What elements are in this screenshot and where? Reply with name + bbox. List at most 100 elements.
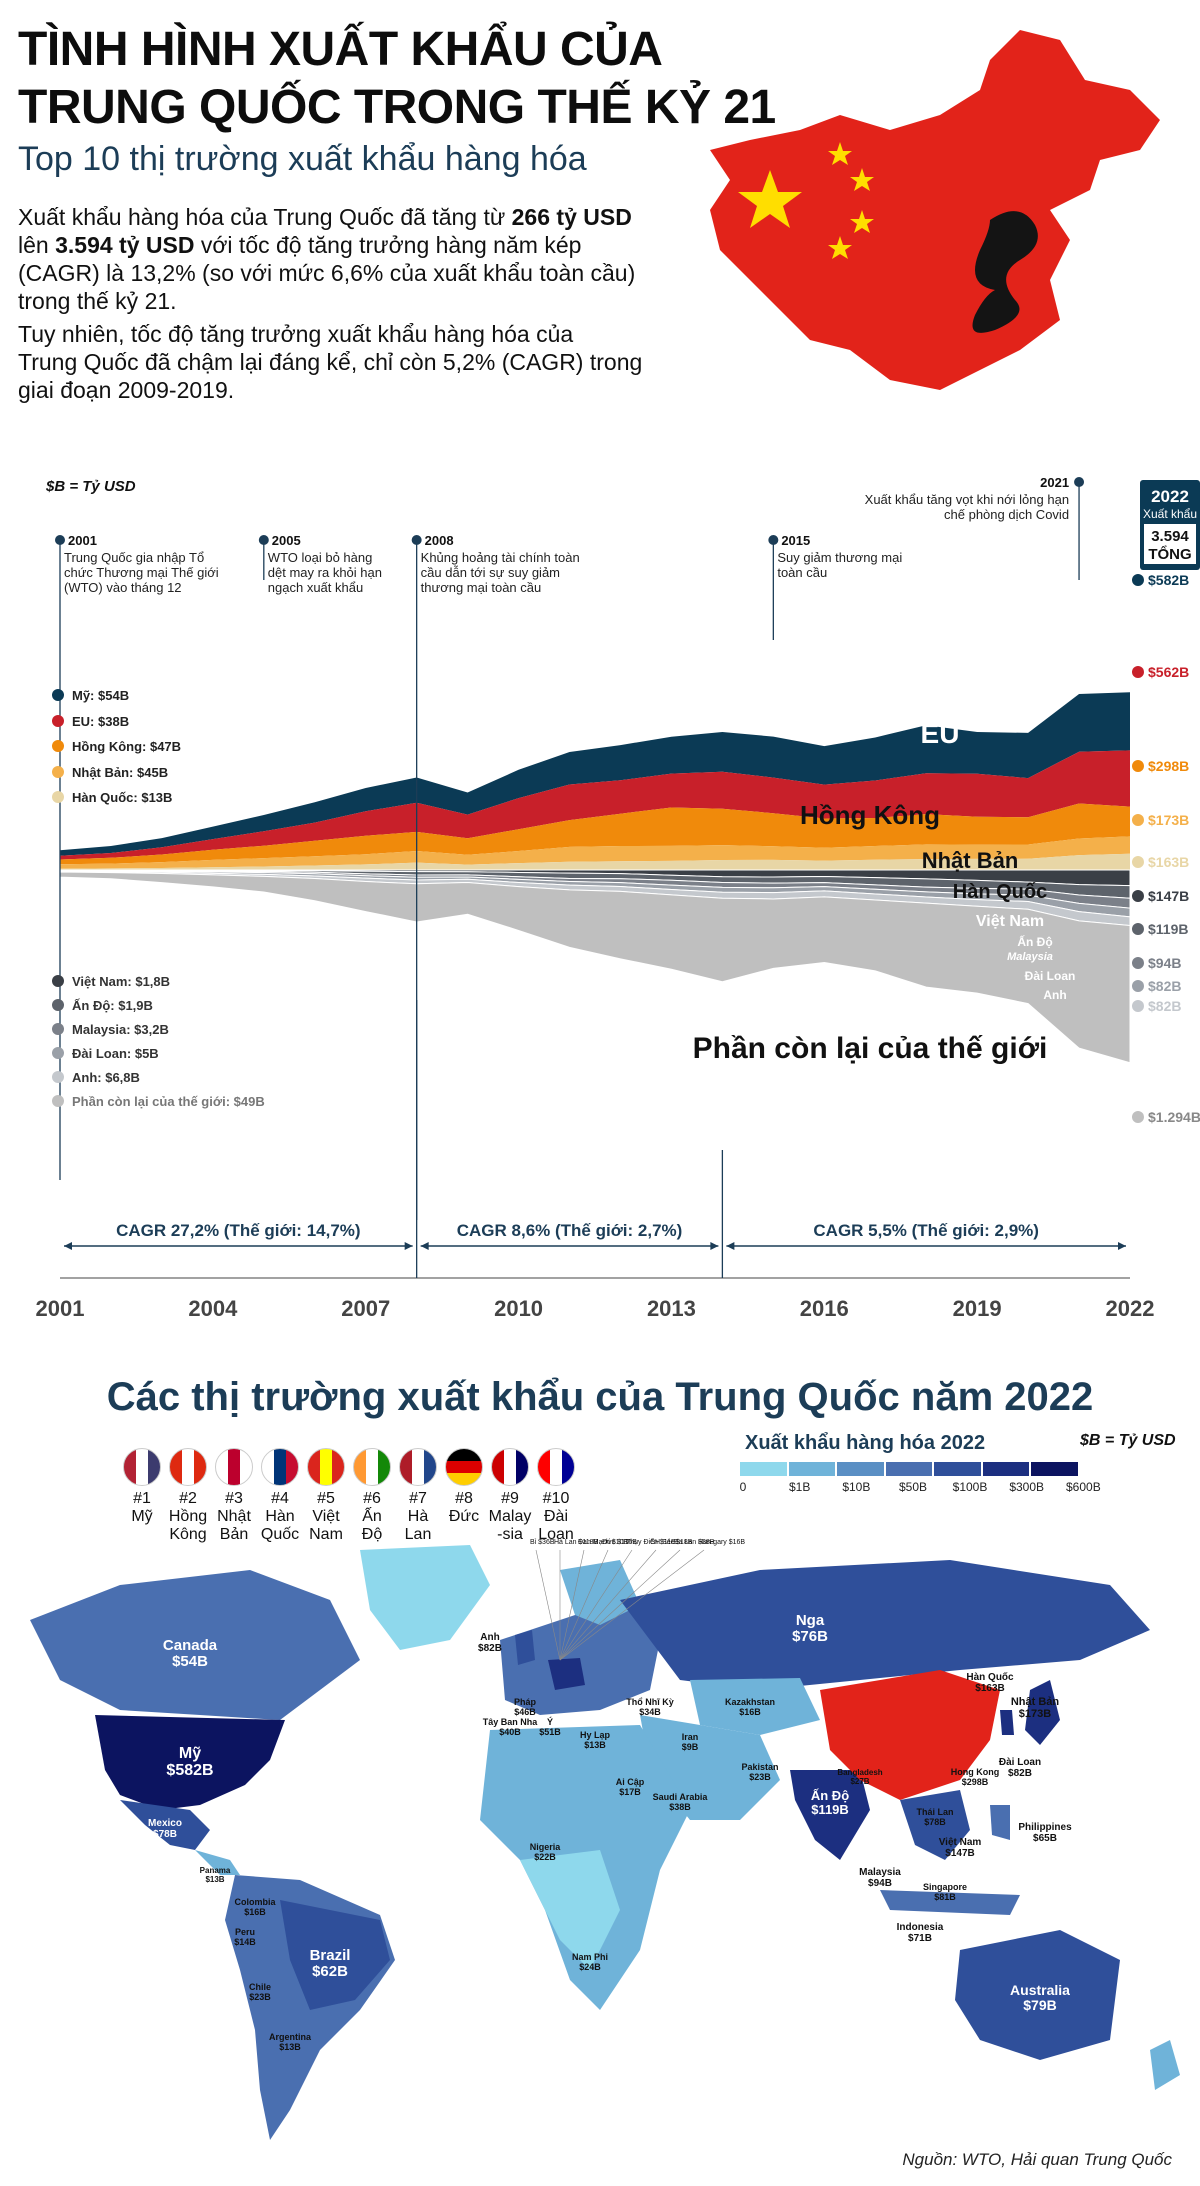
legend-swatch: [740, 1462, 787, 1476]
start-dot: [52, 999, 64, 1011]
map-label-value: $78B: [153, 1829, 177, 1840]
flag-item: #8 Đức: [442, 1448, 486, 1526]
europe-label: CH Séc $18B: [650, 1539, 693, 1546]
event-text: cầu dẫn tới sự suy giảm: [421, 565, 560, 580]
map-legend: 0 $1B $10B $50B $100B $300B $600B: [740, 1462, 1101, 1502]
start-dot: [52, 1047, 64, 1059]
start-label: Phần còn lại của thế giới: $49B: [72, 1094, 265, 1109]
event-text: thương mại toàn cầu: [421, 580, 542, 595]
map-unit-note: $B = Tỷ USD: [1080, 1432, 1176, 1449]
event-text: chức Thương mại Thế giới: [64, 565, 219, 580]
event-text: ngạch xuất khẩu: [268, 580, 363, 595]
event-dot: [55, 535, 65, 545]
map-label-name: Hong Kong: [951, 1767, 1000, 1777]
map-label-name: Chile: [249, 1982, 271, 1992]
event-year: 2021: [1040, 475, 1069, 490]
map-label-name: Mỹ: [179, 1745, 201, 1762]
map-label-name: Thổ Nhĩ Kỳ: [626, 1697, 674, 1707]
map-label-value: $14B: [234, 1937, 256, 1947]
map-label-value: $81B: [934, 1892, 956, 1902]
legend-tick: $50B: [898, 1480, 928, 1494]
map-label-name: Ấn Độ: [811, 1788, 849, 1803]
flag-rank: #6: [363, 1490, 381, 1507]
event-text: WTO loại bỏ hàng: [268, 550, 373, 565]
map-label-name: Australia: [1010, 1982, 1070, 1998]
start-dot: [52, 975, 64, 987]
flag-name: Nhật: [217, 1508, 251, 1525]
intro-line-4: trong thế kỷ 21.: [18, 288, 177, 314]
map-label-value: $13B: [584, 1740, 606, 1750]
legend-swatch: [982, 1462, 1030, 1476]
area-3: [60, 836, 1130, 869]
event-text: toàn cầu: [777, 565, 827, 580]
area-10: [59, 871, 1131, 1064]
flag-rank: #9: [501, 1490, 519, 1507]
area-name: Ấn Độ: [1017, 934, 1052, 949]
flag-name: Ấn: [362, 1508, 382, 1525]
cagr-label: CAGR 5,5% (Thế giới: 2,9%): [813, 1221, 1039, 1240]
flag-rank: #4: [271, 1490, 289, 1507]
europe-label: Thụy Điển $11B: [626, 1538, 676, 1546]
korea-shape: [1000, 1710, 1014, 1735]
china-map-icon: [710, 30, 1160, 390]
start-dot: [52, 740, 64, 752]
end-label: $82B: [1148, 998, 1181, 1014]
map-label-name: Canada: [163, 1637, 218, 1654]
map-label-value: $16B: [739, 1707, 761, 1717]
end-dot: [1132, 980, 1144, 992]
cagr-label: CAGR 8,6% (Thế giới: 2,7%): [457, 1221, 683, 1240]
map-label-value: $24B: [579, 1962, 601, 1972]
flag-name: Malay: [488, 1508, 532, 1525]
event-year: 2015: [781, 533, 810, 548]
intro-line-6: Trung Quốc đã chậm lại đáng kể, chỉ còn …: [18, 349, 643, 375]
map-label-value: $82B: [1008, 1768, 1032, 1779]
map-label-value: $54B: [172, 1653, 208, 1670]
flag-rank: #5: [317, 1490, 335, 1507]
india-shape: [790, 1770, 870, 1860]
flag-rank: #10: [542, 1490, 570, 1507]
event-text: (WTO) vào tháng 12: [64, 580, 182, 595]
map-label-value: $23B: [249, 1992, 271, 2002]
total-word: TỔNG: [1148, 545, 1191, 563]
flag-item: #10 Đài Loan: [534, 1448, 578, 1544]
map-label-name: Saudi Arabia: [653, 1792, 709, 1802]
map-label-name: Nhật Bản: [1011, 1696, 1060, 1708]
top10-flags: #1 Mỹ #2 Hồng Kông #3 Nhật Bản #4 Hàn Quốc #5 Việt Na…: [120, 1448, 580, 1543]
total-year: 2022: [1151, 487, 1189, 506]
map-label-name: Pháp: [514, 1697, 537, 1707]
area-name: Anh: [1043, 988, 1066, 1002]
map-label-name: Singapore: [923, 1882, 967, 1892]
map-label-value: $17B: [619, 1787, 641, 1797]
end-label: $562B: [1148, 664, 1189, 680]
australia-shape: [955, 1930, 1120, 2060]
intro-line-1: Xuất khẩu hàng hóa của Trung Quốc đã tăn…: [18, 204, 632, 230]
flag-rank: #7: [409, 1490, 427, 1507]
russia-shape: [620, 1560, 1150, 1690]
map-label-name: Hy Lạp: [580, 1730, 611, 1740]
europe-label: Đan Mạch $10B: [578, 1539, 629, 1546]
event-text: chế phòng dịch Covid: [944, 507, 1069, 522]
area-name: Nhật Bản: [922, 848, 1019, 873]
x-tick-label: 2007: [341, 1296, 390, 1321]
start-dot: [52, 715, 64, 727]
start-dot: [52, 1071, 64, 1083]
map-label-value: $40B: [499, 1727, 521, 1737]
flag-icon: [445, 1448, 483, 1486]
flag-name: Đài: [543, 1508, 568, 1525]
map-label-value: $38B: [669, 1802, 691, 1812]
europe-label: Ba Lan $38B: [674, 1539, 715, 1546]
x-tick-label: 2001: [36, 1296, 85, 1321]
start-label: Malaysia: $3,2B: [72, 1022, 169, 1037]
area-1: [60, 750, 1130, 860]
map-label-name: Nigeria: [530, 1842, 562, 1852]
title-line-1: TÌNH HÌNH XUẤT KHẨU CỦA: [18, 23, 663, 76]
flag-item: #7 Hà Lan: [396, 1448, 440, 1544]
area-4: [60, 853, 1130, 870]
flag-name: Mỹ: [131, 1508, 153, 1525]
flag-name: Hà: [407, 1508, 429, 1525]
map-label-name: Pakistan: [741, 1762, 778, 1772]
map-label-name: Argentina: [269, 2032, 312, 2042]
legend-swatch: [788, 1462, 836, 1476]
map-label-name: Việt Nam: [939, 1837, 982, 1848]
map-label-name: Kazakhstan: [725, 1697, 775, 1707]
